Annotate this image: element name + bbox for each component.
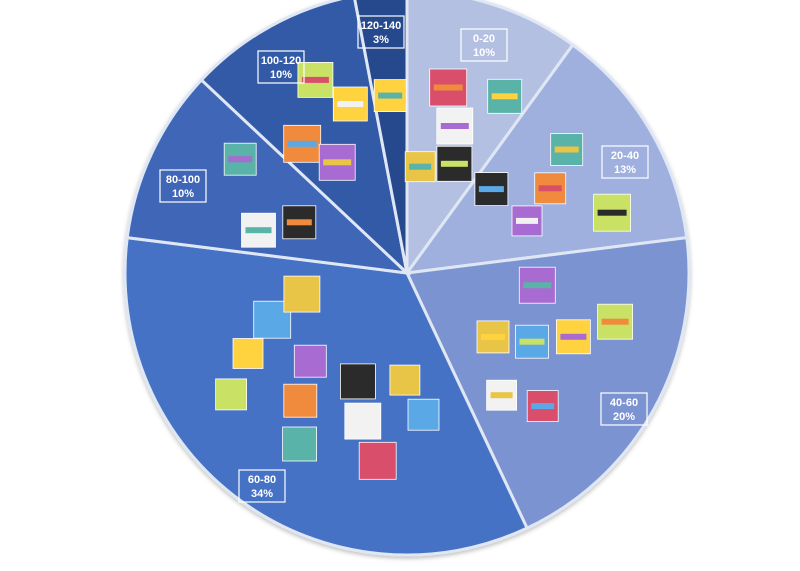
podcast-cover-thumbnail — [332, 86, 368, 122]
podcast-cover-thumbnail — [282, 205, 317, 240]
slice-label-20-40: 20-40 13% — [601, 145, 649, 179]
slice-label-range: 40-60 — [610, 397, 638, 409]
slice-label-percent: 20% — [613, 411, 635, 423]
podcast-cover-thumbnail — [297, 62, 334, 98]
podcast-cover-thumbnail — [358, 441, 397, 480]
podcast-cover-thumbnail — [429, 68, 468, 107]
podcast-cover-thumbnail — [223, 142, 257, 176]
podcast-cover-thumbnail — [597, 303, 633, 340]
slice-label-range: 20-40 — [611, 150, 639, 162]
podcast-cover-thumbnail — [515, 324, 549, 359]
podcast-cover-thumbnail — [436, 107, 474, 145]
podcast-cover-thumbnail — [241, 212, 276, 248]
podcast-cover-thumbnail — [407, 398, 440, 431]
podcast-cover-thumbnail — [318, 143, 356, 181]
pie-slices — [123, 0, 691, 557]
pie-slice-120-140 — [353, 0, 409, 274]
podcast-cover-thumbnail — [283, 383, 318, 418]
slice-label-range: 60-80 — [248, 474, 276, 486]
slice-label-percent: 10% — [270, 69, 292, 81]
podcast-cover-thumbnail — [556, 319, 591, 355]
slice-label-percent: 34% — [251, 488, 273, 500]
podcast-cover-thumbnail — [487, 78, 523, 114]
slice-label-range: 0-20 — [473, 33, 495, 45]
slice-label-percent: 3% — [373, 34, 389, 46]
podcast-cover-thumbnail — [282, 426, 318, 462]
podcast-cover-thumbnails — [215, 62, 633, 480]
podcast-cover-thumbnail — [215, 378, 248, 411]
podcast-cover-thumbnail — [344, 402, 382, 440]
slice-label-percent: 10% — [473, 47, 495, 59]
slice-label-80-100: 80-100 10% — [159, 169, 207, 203]
slice-label-100-120: 100-120 10% — [257, 50, 305, 84]
podcast-cover-thumbnail — [436, 145, 473, 182]
podcast-cover-thumbnail — [593, 193, 631, 232]
podcast-cover-thumbnail — [550, 133, 584, 166]
podcast-cover-thumbnail — [476, 320, 510, 354]
podcast-cover-thumbnail — [283, 275, 321, 313]
podcast-cover-thumbnail — [404, 151, 436, 183]
podcast-cover-thumbnail — [511, 205, 543, 237]
podcast-cover-thumbnail — [534, 172, 567, 205]
slice-label-percent: 13% — [614, 164, 636, 176]
podcast-cover-thumbnail — [526, 390, 559, 423]
slice-labels: 0-20 10% 20-40 13% 40-60 20% 60-80 34% 80-100 10%… — [159, 15, 649, 503]
slice-label-range: 100-120 — [261, 55, 301, 67]
podcast-cover-thumbnail — [293, 344, 327, 378]
podcast-cover-thumbnail — [373, 79, 407, 112]
slice-label-range: 80-100 — [166, 174, 200, 186]
podcast-cover-thumbnail — [518, 266, 556, 304]
podcast-cover-thumbnail — [474, 172, 509, 207]
podcast-cover-thumbnail — [283, 124, 322, 163]
slice-label-percent: 10% — [172, 188, 194, 200]
slice-label-0-20: 0-20 10% — [460, 28, 508, 62]
pie-slice-60-80 — [123, 235, 530, 557]
pie-slice-0-20 — [405, 0, 575, 278]
slice-label-120-140: 120-140 3% — [357, 15, 405, 49]
slice-label-60-80: 60-80 34% — [238, 469, 286, 503]
podcast-cover-thumbnail — [339, 363, 376, 400]
slice-label-40-60: 40-60 20% — [600, 392, 648, 426]
slice-label-range: 120-140 — [361, 20, 401, 32]
podcast-cover-thumbnail — [389, 364, 421, 396]
podcast-cover-thumbnail — [486, 379, 518, 411]
pie-slice-80-100 — [125, 77, 412, 276]
podcast-cover-thumbnail — [232, 338, 264, 369]
